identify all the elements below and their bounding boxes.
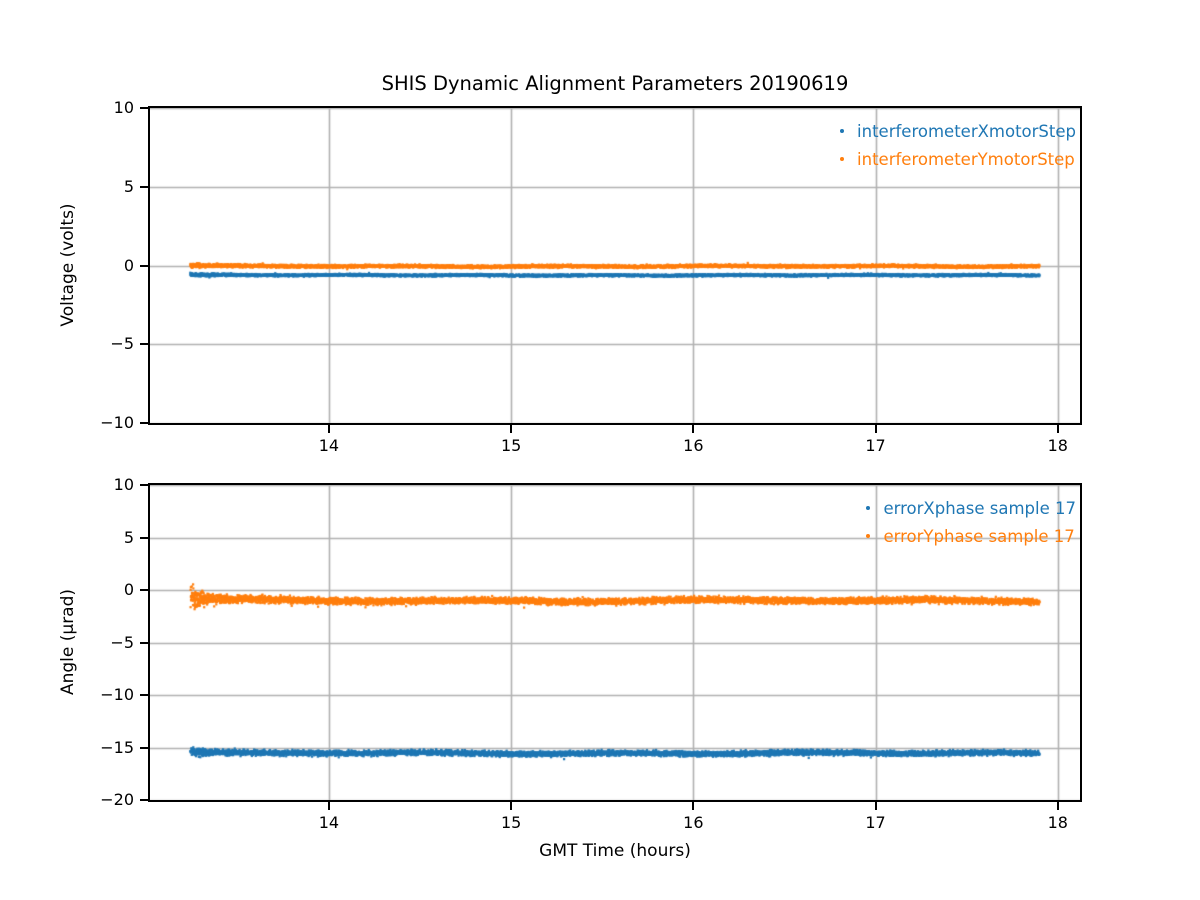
y-tick-label: −15 [100, 737, 134, 757]
legend-label: errorXphase sample 17 [883, 498, 1076, 518]
x-tick-label: 16 [683, 436, 704, 455]
y-tick-label: −10 [100, 685, 134, 704]
x-tick-label: 15 [500, 813, 522, 832]
x-tick-mark [692, 802, 695, 810]
series-marker-dot [840, 129, 845, 133]
x-tick-label: 17 [865, 813, 886, 832]
series-marker-dot [866, 534, 871, 538]
x-tick-mark [874, 802, 877, 810]
y-tick-mark [140, 536, 148, 539]
y-tick-label: 0 [123, 255, 134, 275]
legend-item: interferometerXmotorStep [834, 117, 1076, 145]
x-axis-label: GMT Time (hours) [539, 841, 691, 861]
y-tick-label: 10 [113, 475, 134, 494]
legend-angle: errorXphase sample 17 errorYphase sample… [860, 494, 1076, 550]
y-tick-mark [140, 185, 148, 188]
legend-label: interferometerXmotorStep [857, 121, 1076, 141]
y-tick-mark [140, 799, 148, 801]
legend-item: interferometerYmotorStep [834, 145, 1075, 173]
y-tick-label: 10 [113, 98, 134, 117]
chart-title: SHIS Dynamic Alignment Parameters 201906… [381, 72, 849, 95]
x-tick-mark [692, 425, 695, 433]
x-tick-label: 15 [500, 436, 522, 455]
legend-item: errorXphase sample 17 [860, 494, 1076, 522]
voltage-plot-canvas [150, 108, 1080, 423]
legend-label: errorYphase sample 17 [883, 526, 1075, 546]
x-tick-label: 18 [1047, 813, 1068, 832]
x-tick-mark [510, 425, 513, 433]
y-tick-mark [140, 746, 148, 749]
y-tick-label: −5 [110, 334, 134, 354]
series-marker-dot [866, 506, 871, 510]
legend-voltage: interferometerXmotorStep interferometerY… [834, 117, 1076, 173]
y-tick-mark [140, 343, 148, 346]
y-tick-mark [140, 422, 148, 424]
legend-item: errorYphase sample 17 [860, 522, 1075, 550]
y-tick-mark [140, 264, 148, 267]
series-marker-dot [840, 157, 845, 161]
y-tick-mark [140, 107, 148, 109]
angle-plot-canvas [150, 485, 1080, 800]
y-tick-label: 5 [123, 527, 134, 547]
x-tick-mark [327, 425, 330, 433]
x-tick-label: 18 [1047, 436, 1068, 455]
plot-area-voltage: interferometerXmotorStep interferometerY… [148, 106, 1082, 425]
y-tick-mark [140, 641, 148, 644]
x-tick-mark [1056, 802, 1059, 810]
y-tick-label: 0 [123, 580, 134, 599]
x-tick-label: 14 [318, 436, 340, 455]
legend-label: interferometerYmotorStep [857, 149, 1075, 169]
x-tick-label: 16 [683, 813, 704, 832]
x-tick-mark [510, 802, 513, 810]
y-tick-mark [140, 484, 148, 486]
y-tick-label: −10 [100, 413, 134, 432]
y-tick-label: 5 [123, 176, 134, 196]
y-tick-mark [140, 694, 148, 696]
y-tick-label: −5 [110, 632, 134, 652]
y-tick-mark [140, 589, 148, 591]
x-tick-label: 17 [865, 436, 886, 455]
x-tick-label: 14 [318, 813, 340, 832]
y-tick-label: −20 [100, 790, 134, 809]
x-tick-mark [1056, 425, 1059, 433]
x-tick-mark [327, 802, 330, 810]
plot-area-angle: errorXphase sample 17 errorYphase sample… [148, 483, 1082, 802]
x-tick-mark [874, 425, 877, 433]
